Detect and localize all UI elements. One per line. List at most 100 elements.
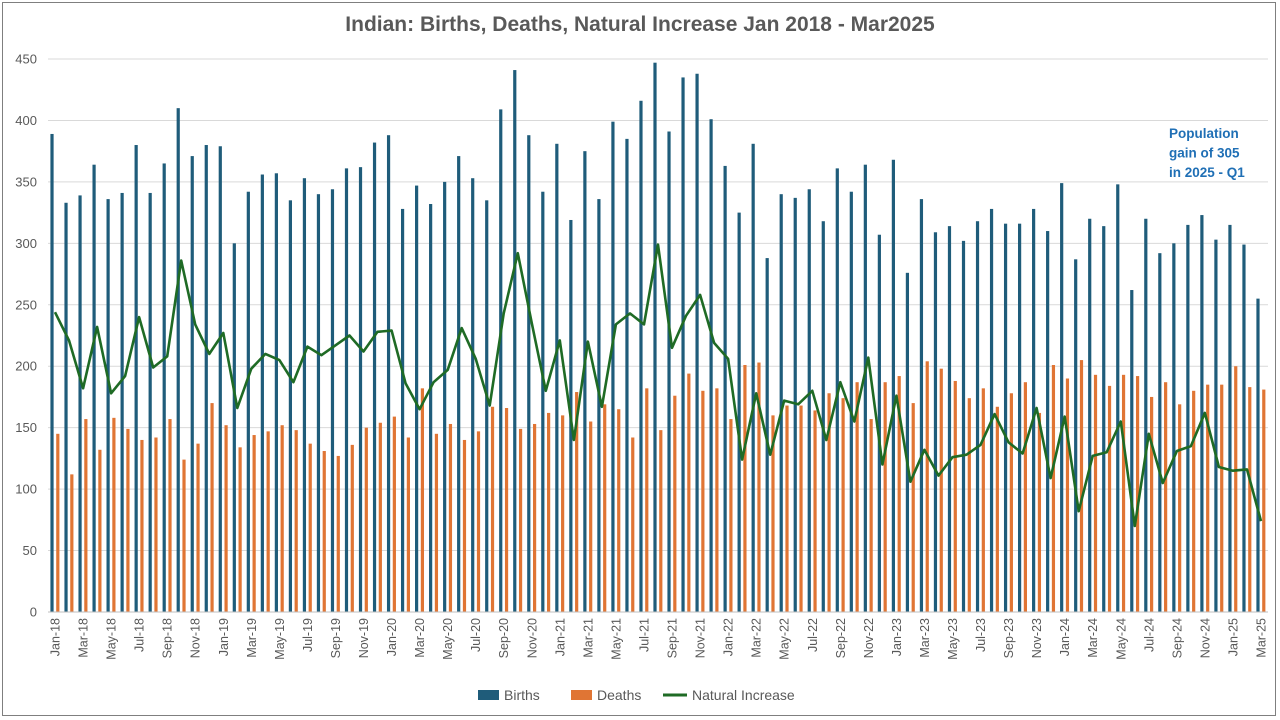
x-tick-label: Mar-23 [918,618,932,658]
births-bar [723,165,727,612]
deaths-bar [953,380,957,612]
gridlines [48,58,1268,613]
deaths-bar [1220,384,1224,612]
births-bar [891,159,895,612]
deaths-bar [1037,412,1042,612]
deaths-bar [56,433,60,612]
births-bar [134,145,138,612]
annotation-line: in 2025 - Q1 [1169,165,1245,180]
x-tick-label: May-22 [778,618,792,660]
bars-group [50,62,1266,613]
deaths-bar [392,416,396,612]
y-tick-label: 150 [15,420,37,435]
legend-swatch-births [478,690,499,700]
deaths-bar [939,368,943,612]
deaths-bar [84,419,88,612]
deaths-bar [617,409,621,612]
deaths-bar [575,392,579,612]
births-bar [1088,218,1092,612]
x-tick-label: Sep-18 [161,618,175,658]
births-bar [709,119,713,613]
deaths-bar [1192,390,1196,612]
deaths-bar [336,455,340,612]
x-tick-label: Mar-18 [77,618,91,658]
deaths-bar [1065,378,1070,612]
deaths-bar [462,439,467,612]
x-tick-label: Mar-24 [1086,618,1100,658]
deaths-bar [659,430,663,612]
deaths-bar [98,449,102,612]
births-bar [1172,243,1176,613]
x-tick-label: Jan-19 [217,618,231,656]
y-axis: 0 50 100 150 200 250 300 350 400 450 [15,52,37,620]
births-bar [443,181,447,612]
deaths-bar [378,422,382,612]
line-group [53,243,1263,528]
births-bar [737,212,741,612]
deaths-bar [1150,396,1154,612]
births-bar [1256,298,1260,612]
births-bar [148,192,152,612]
x-axis: Jan-18 Mar-18 May-18 Jul-18 Sep-18 Nov-18 Jan-… [48,611,1268,660]
deaths-bar [603,404,607,612]
x-tick-label: Jan-21 [553,618,567,656]
births-bar [653,62,657,613]
deaths-bar [757,362,761,612]
deaths-bar [224,425,228,612]
x-tick-label: Jan-25 [1226,618,1240,656]
births-bar [50,133,54,612]
births-bar [513,70,517,612]
births-bar [667,131,671,612]
deaths-bar [785,405,789,612]
deaths-bar [673,395,677,612]
deaths-bar [1248,387,1252,612]
annotation-line: gain of 305 [1169,146,1240,161]
deaths-bar [547,412,551,612]
y-tick-label: 50 [23,543,37,558]
births-bar [975,221,980,613]
births-bar [1186,224,1190,612]
x-tick-label: Sep-19 [329,618,343,658]
x-tick-label: Mar-20 [413,618,427,658]
births-bar [176,108,180,613]
deaths-bar [1009,393,1013,612]
deaths-bar [448,423,453,612]
x-tick-label: Mar-25 [1254,618,1268,658]
births-bar [1017,223,1022,612]
x-tick-label: Nov-22 [862,618,876,658]
x-tick-label: Nov-20 [525,618,539,658]
births-bar [541,191,545,612]
annotation-line: Population [1169,126,1239,141]
deaths-bar [420,388,425,612]
births-bar [106,199,110,613]
x-tick-label: Mar-19 [245,618,259,658]
births-bar [1060,183,1064,612]
births-bar [1144,218,1148,612]
births-bar [695,73,699,613]
x-tick-label: May-19 [273,618,287,660]
births-bar [1032,208,1036,612]
births-bar [330,189,335,613]
births-bar [358,167,363,613]
births-bar [232,243,236,613]
births-bar [485,200,489,613]
births-bar [765,258,769,612]
births-bar [288,200,293,613]
y-tick-label: 250 [15,297,37,312]
deaths-bar [322,451,326,612]
x-tick-label: May-23 [946,618,960,660]
deaths-bar [126,428,130,612]
births-bar [499,109,503,612]
births-bar [471,178,475,613]
x-tick-label: Jul-19 [301,618,315,652]
x-tick-label: Nov-23 [1030,618,1044,658]
x-tick-label: Sep-23 [1002,618,1016,658]
x-tick-label: Jul-23 [974,618,988,652]
births-bar [807,189,811,613]
births-bar [1116,184,1120,612]
births-bar [92,164,96,612]
births-bar [639,100,643,612]
deaths-bar [154,437,158,612]
births-bar [681,77,685,612]
